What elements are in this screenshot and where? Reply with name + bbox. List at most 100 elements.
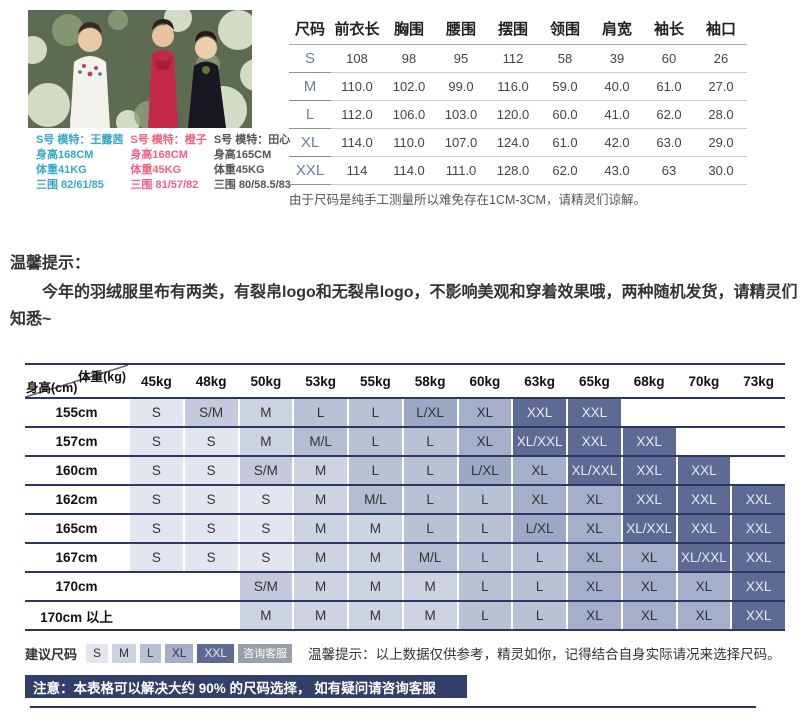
- spec-col-header: 腰围: [435, 12, 487, 45]
- suggested-size-chip-l[interactable]: L: [140, 643, 161, 663]
- corner-height-label: 身高(cm): [26, 381, 78, 395]
- matrix-size-cell: XXL: [732, 544, 785, 571]
- matrix-size-cell: M: [403, 573, 457, 600]
- matrix-height-label: 170cm: [25, 573, 128, 600]
- matrix-size-cell: L: [403, 515, 457, 542]
- matrix-size-cell: S: [184, 457, 238, 484]
- spec-value: 106.0: [383, 100, 435, 129]
- suggested-size-chip-xxl[interactable]: XXL: [197, 643, 235, 663]
- spec-value: 60: [643, 44, 695, 73]
- spec-value: 29.0: [695, 128, 747, 157]
- spec-header-row: 尺码 前衣长 胸围 腰围 摆围 领围 肩宽 袖长 袖口: [289, 12, 747, 45]
- matrix-size-cell: S: [239, 515, 293, 542]
- spec-value: 61.0: [643, 72, 695, 101]
- matrix-size-cell: XL: [458, 428, 512, 455]
- spec-size-name: S: [289, 44, 331, 73]
- matrix-size-cell: L: [513, 573, 566, 600]
- matrix-row: 162cm S S S M M/L L L XL XL XXL XXL XXL: [25, 486, 785, 515]
- matrix-size-cell: M: [349, 515, 402, 542]
- matrix-size-cell: L: [458, 486, 512, 513]
- matrix-size-cell: XXL: [513, 399, 566, 426]
- matrix-size-cell: S/M: [184, 399, 238, 426]
- suggested-size-chip-xl[interactable]: XL: [164, 643, 194, 663]
- spec-value: 120.0: [487, 100, 539, 129]
- matrix-size-cell: XL: [622, 573, 676, 600]
- spec-col-header: 袖口: [695, 12, 747, 45]
- matrix-size-cell: L: [458, 573, 512, 600]
- matrix-size-cell: XL: [513, 457, 566, 484]
- matrix-size-cell: S: [130, 515, 183, 542]
- matrix-size-cell: [130, 602, 183, 629]
- suggested-size-chip-m[interactable]: M: [112, 643, 137, 663]
- matrix-weight-header: 70kg: [677, 365, 731, 397]
- spec-col-header: 胸围: [383, 12, 435, 45]
- matrix-size-cell: [677, 428, 731, 455]
- matrix-size-cell: XL: [458, 399, 512, 426]
- matrix-size-cell: M/L: [403, 544, 457, 571]
- matrix-size-cell: [677, 399, 731, 426]
- matrix-size-cell: S: [130, 544, 183, 571]
- spec-value: 99.0: [435, 72, 487, 101]
- model-info-col-1: S号 模特：王露茜 身高168CM 体重41KG 三围 82/61/85: [36, 133, 123, 193]
- height-weight-size-matrix: 体重(kg) 身高(cm) 45kg 48kg 50kg 53kg 55kg 58kg 60kg…: [25, 363, 785, 631]
- matrix-row: 170cm 以上 M M M M L L XL XL XL XXL: [25, 602, 785, 631]
- matrix-weight-header: 63kg: [513, 365, 566, 397]
- model-weight: 体重41KG: [36, 164, 87, 176]
- spec-value: 39: [591, 44, 643, 73]
- model-info-col-3: S号 模特：田心 身高165CM 体重45KG 三围 80/58.5/83: [214, 133, 291, 193]
- matrix-size-cell: S: [184, 486, 238, 513]
- matrix-weight-header: 65kg: [568, 365, 621, 397]
- spec-value: 112.0: [331, 100, 383, 129]
- matrix-row: 157cm S S M M/L L L XL XL/XXL XXL XXL: [25, 428, 785, 457]
- matrix-size-cell: L: [403, 457, 457, 484]
- matrix-size-cell: XL: [622, 544, 676, 571]
- matrix-size-cell: XXL: [732, 515, 785, 542]
- contact-service-button[interactable]: 咨询客服: [238, 643, 293, 663]
- spec-value: 59.0: [539, 72, 591, 101]
- spec-value: 62.0: [539, 156, 591, 185]
- matrix-size-cell: XL: [568, 515, 621, 542]
- matrix-size-cell: S: [130, 457, 183, 484]
- matrix-size-cell: XL: [622, 602, 676, 629]
- matrix-size-cell: L: [349, 457, 402, 484]
- spec-value: 41.0: [591, 100, 643, 129]
- matrix-size-cell: M: [294, 573, 347, 600]
- spec-size-name: XXL: [289, 156, 331, 185]
- spec-value: 102.0: [383, 72, 435, 101]
- product-image: [28, 10, 252, 128]
- model-measurements: 三围 80/58.5/83: [213, 179, 291, 191]
- spec-value: 114.0: [383, 156, 435, 185]
- model-info-columns: S号 模特：王露茜 身高168CM 体重41KG 三围 82/61/85 S号 模特：橙…: [36, 133, 291, 193]
- matrix-size-cell: L: [458, 602, 512, 629]
- tips-block: 温馨提示： 今年的羽绒服里布有两类，有裂帛logo和无裂帛logo，不影响美观和…: [10, 250, 802, 333]
- suggested-size-chip-s[interactable]: S: [86, 643, 109, 663]
- spec-value: 27.0: [695, 72, 747, 101]
- matrix-size-cell: M: [294, 457, 347, 484]
- matrix-size-cell: XXL: [732, 573, 785, 600]
- spec-row: L 112.0 106.0 103.0 120.0 60.0 41.0 62.0 28.0: [289, 100, 747, 129]
- matrix-size-cell: M: [239, 399, 293, 426]
- matrix-size-cell: L: [403, 486, 457, 513]
- matrix-weight-header: 45kg: [130, 365, 183, 397]
- matrix-size-cell: XL: [677, 573, 731, 600]
- matrix-size-cell: XXL: [568, 428, 621, 455]
- matrix-corner-cell: 体重(kg) 身高(cm): [25, 365, 128, 397]
- matrix-header-row: 体重(kg) 身高(cm) 45kg 48kg 50kg 53kg 55kg 58kg 60kg…: [25, 365, 785, 399]
- matrix-size-cell: S: [239, 486, 293, 513]
- matrix-size-cell: S: [184, 428, 238, 455]
- matrix-size-cell: M: [294, 602, 347, 629]
- matrix-size-cell: L: [349, 428, 402, 455]
- spec-col-header: 肩宽: [591, 12, 643, 45]
- matrix-size-cell: M: [403, 602, 457, 629]
- spec-row: XL 114.0 110.0 107.0 124.0 61.0 42.0 63.0 29.0: [289, 128, 747, 157]
- matrix-size-cell: XL/XXL: [677, 544, 731, 571]
- bottom-divider: [30, 706, 756, 708]
- suggested-size-row: 建议尺码 S M L XL XXL 咨询客服 温馨提示：以上数据仅供参考，精灵如你，记得结…: [25, 643, 781, 663]
- spec-value: 63.0: [643, 128, 695, 157]
- spec-value: 128.0: [487, 156, 539, 185]
- spec-value: 30.0: [695, 156, 747, 185]
- matrix-size-cell: L: [513, 544, 566, 571]
- matrix-height-label: 160cm: [25, 457, 128, 484]
- matrix-height-label: 157cm: [25, 428, 128, 455]
- suggested-size-label: 建议尺码: [25, 646, 78, 662]
